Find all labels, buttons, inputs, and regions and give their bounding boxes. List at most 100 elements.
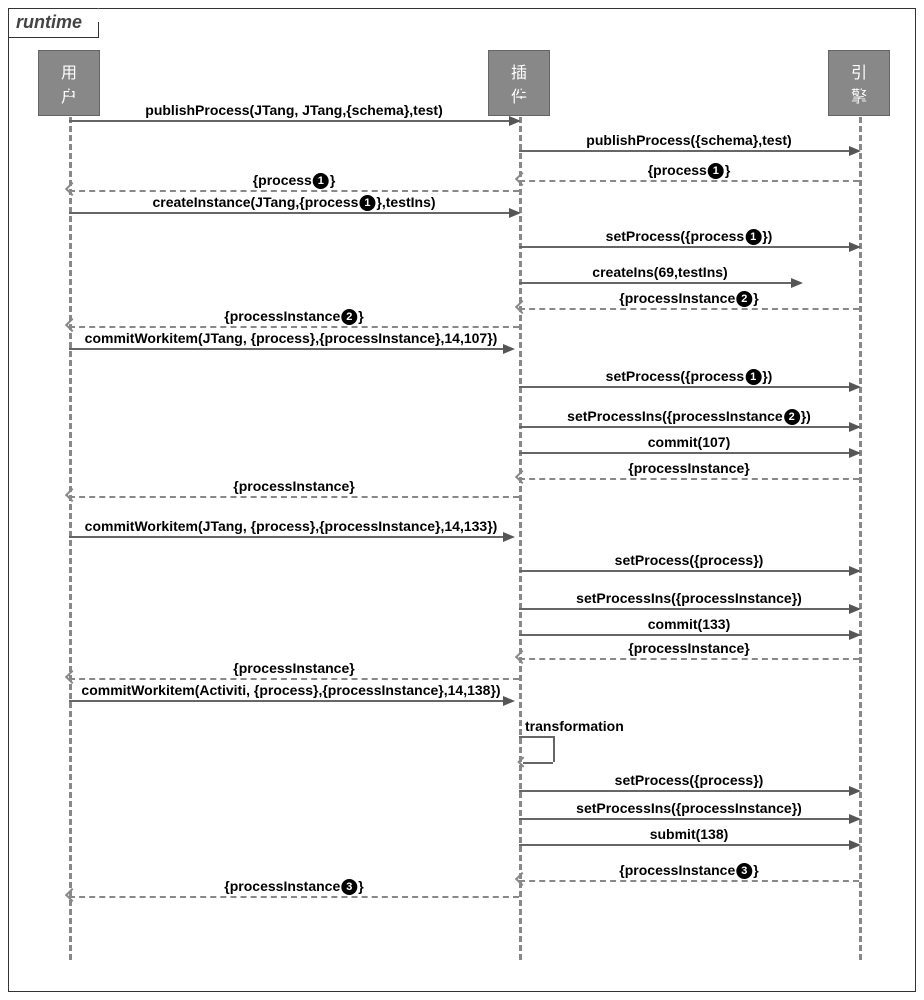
message-line (69, 896, 519, 898)
message-line (519, 818, 859, 820)
self-line-top (519, 736, 553, 738)
arrow-right-icon (503, 696, 515, 706)
arrow-right-icon (503, 344, 515, 354)
message-label: setProcess({process}) (615, 552, 764, 568)
message-8: {processInstance2} (69, 326, 519, 328)
arrow-right-icon (849, 146, 861, 156)
message-23: setProcessIns({processInstance}) (519, 818, 859, 820)
message-16: setProcess({process}) (519, 570, 859, 572)
message-label: setProcessIns({processInstance2}) (567, 408, 811, 425)
message-25: {processInstance3} (519, 880, 859, 882)
message-label: setProcess({process1}) (606, 368, 773, 385)
message-11: setProcessIns({processInstance2}) (519, 426, 859, 428)
message-label: commitWorkitem(JTang, {process},{process… (85, 330, 498, 346)
message-line (69, 212, 519, 214)
message-label: {processInstance2} (224, 308, 363, 325)
arrow-right-icon (849, 786, 861, 796)
message-14: {processInstance} (69, 496, 519, 498)
message-line (519, 386, 859, 388)
message-line (69, 496, 519, 498)
message-label: setProcessIns({processInstance}) (576, 800, 802, 816)
message-label: createIns(69,testIns) (592, 264, 727, 280)
arrow-right-icon (849, 422, 861, 432)
message-line (69, 536, 513, 538)
message-5: setProcess({process1}) (519, 246, 859, 248)
message-line (519, 608, 859, 610)
message-2: {process1} (519, 180, 859, 182)
message-line (519, 570, 859, 572)
message-line (519, 844, 859, 846)
message-26: {processInstance3} (69, 896, 519, 898)
frame-title: runtime (8, 8, 99, 38)
lifeline-engine (859, 90, 862, 960)
message-label: {processInstance} (233, 660, 354, 676)
self-line-vert (553, 736, 555, 762)
arrow-right-icon (849, 566, 861, 576)
message-15: commitWorkitem(JTang, {process},{process… (69, 536, 513, 538)
message-19: {processInstance} (519, 658, 859, 660)
message-12: commit(107) (519, 452, 859, 454)
message-18: commit(133) (519, 634, 859, 636)
message-label: {processInstance} (628, 640, 749, 656)
message-label: commit(133) (648, 616, 730, 632)
message-3: {process1} (69, 190, 519, 192)
message-9: commitWorkitem(JTang, {process},{process… (69, 348, 513, 350)
message-label: createInstance(JTang,{process1},testIns) (152, 194, 435, 211)
message-line (69, 678, 519, 680)
message-label: {processInstance} (628, 460, 749, 476)
message-label: {processInstance2} (619, 290, 758, 307)
arrow-right-icon (849, 382, 861, 392)
message-line (69, 326, 519, 328)
message-4: createInstance(JTang,{process1},testIns) (69, 212, 519, 214)
arrow-right-icon (509, 116, 521, 126)
message-label: publishProcess(JTang, JTang,{schema},tes… (145, 102, 442, 118)
message-17: setProcessIns({processInstance}) (519, 608, 859, 610)
message-7: {processInstance2} (519, 308, 859, 310)
message-label: {processInstance} (233, 478, 354, 494)
message-10: setProcess({process1}) (519, 386, 859, 388)
message-1: publishProcess({schema},test) (519, 150, 859, 152)
message-label: {process1} (253, 172, 336, 189)
message-line (519, 634, 859, 636)
message-21: commitWorkitem(Activiti, {process},{proc… (69, 700, 513, 702)
message-13: {processInstance} (519, 478, 859, 480)
message-label: submit(138) (650, 826, 729, 842)
message-line (69, 190, 519, 192)
lifeline-user (69, 90, 72, 960)
message-6: createIns(69,testIns) (519, 282, 801, 284)
message-label: {processInstance3} (619, 862, 758, 879)
arrow-right-icon (849, 630, 861, 640)
message-24: submit(138) (519, 844, 859, 846)
message-line (69, 348, 513, 350)
message-line (519, 478, 859, 480)
message-label: setProcessIns({processInstance}) (576, 590, 802, 606)
message-line (69, 120, 519, 122)
message-line (519, 246, 859, 248)
message-20: {processInstance} (69, 678, 519, 680)
message-line (519, 150, 859, 152)
message-line (519, 282, 801, 284)
message-line (519, 658, 859, 660)
self-message-label: transformation (525, 718, 624, 734)
lifeline-plugin (519, 90, 522, 960)
arrow-right-icon (503, 532, 515, 542)
message-label: publishProcess({schema},test) (586, 132, 791, 148)
message-line (519, 880, 859, 882)
message-label: commitWorkitem(JTang, {process},{process… (85, 518, 498, 534)
message-line (519, 452, 859, 454)
arrow-right-icon (849, 448, 861, 458)
message-label: {process1} (648, 162, 731, 179)
message-line (519, 308, 859, 310)
message-line (519, 790, 859, 792)
message-label: commit(107) (648, 434, 730, 450)
arrow-right-icon (849, 242, 861, 252)
message-22: setProcess({process}) (519, 790, 859, 792)
message-line (519, 180, 859, 182)
message-label: setProcess({process1}) (606, 228, 773, 245)
message-0: publishProcess(JTang, JTang,{schema},tes… (69, 120, 519, 122)
arrow-right-icon (849, 840, 861, 850)
arrow-right-icon (791, 278, 803, 288)
message-label: commitWorkitem(Activiti, {process},{proc… (81, 682, 500, 698)
message-label: {processInstance3} (224, 878, 363, 895)
message-line (519, 426, 859, 428)
